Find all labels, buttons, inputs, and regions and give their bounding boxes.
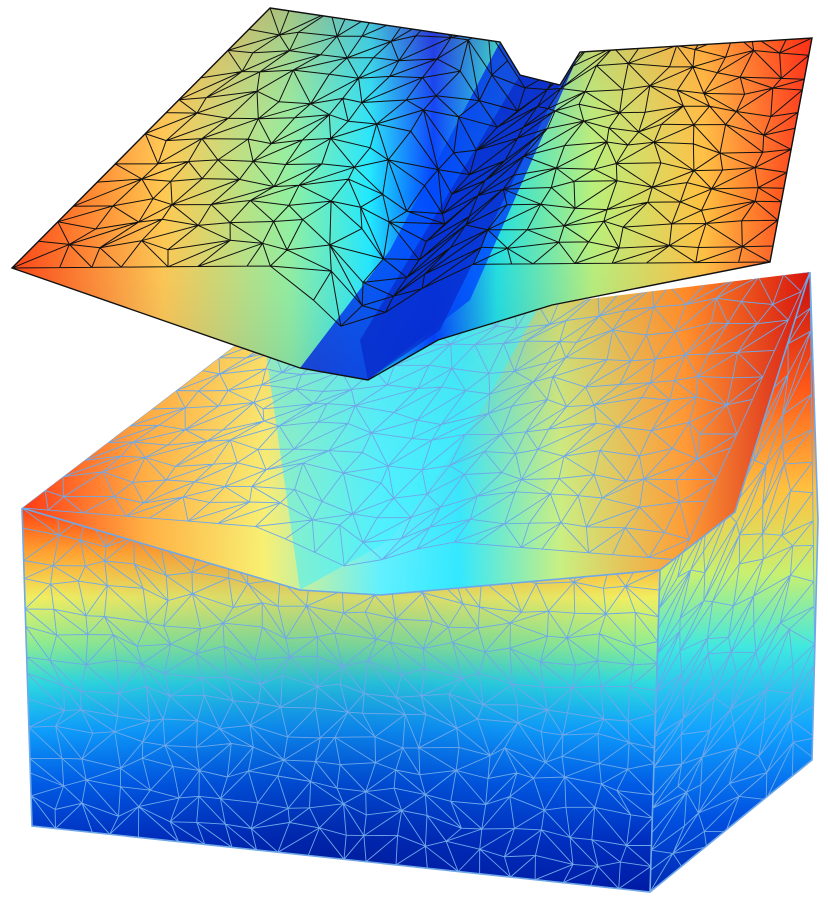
block-front-shading <box>22 508 660 892</box>
block-outline <box>21 271 819 893</box>
surface-shading <box>12 8 812 380</box>
volume-block <box>21 271 819 893</box>
surface-outline <box>10 7 813 381</box>
block-top-groove <box>262 305 540 590</box>
floating-surface <box>10 7 813 381</box>
